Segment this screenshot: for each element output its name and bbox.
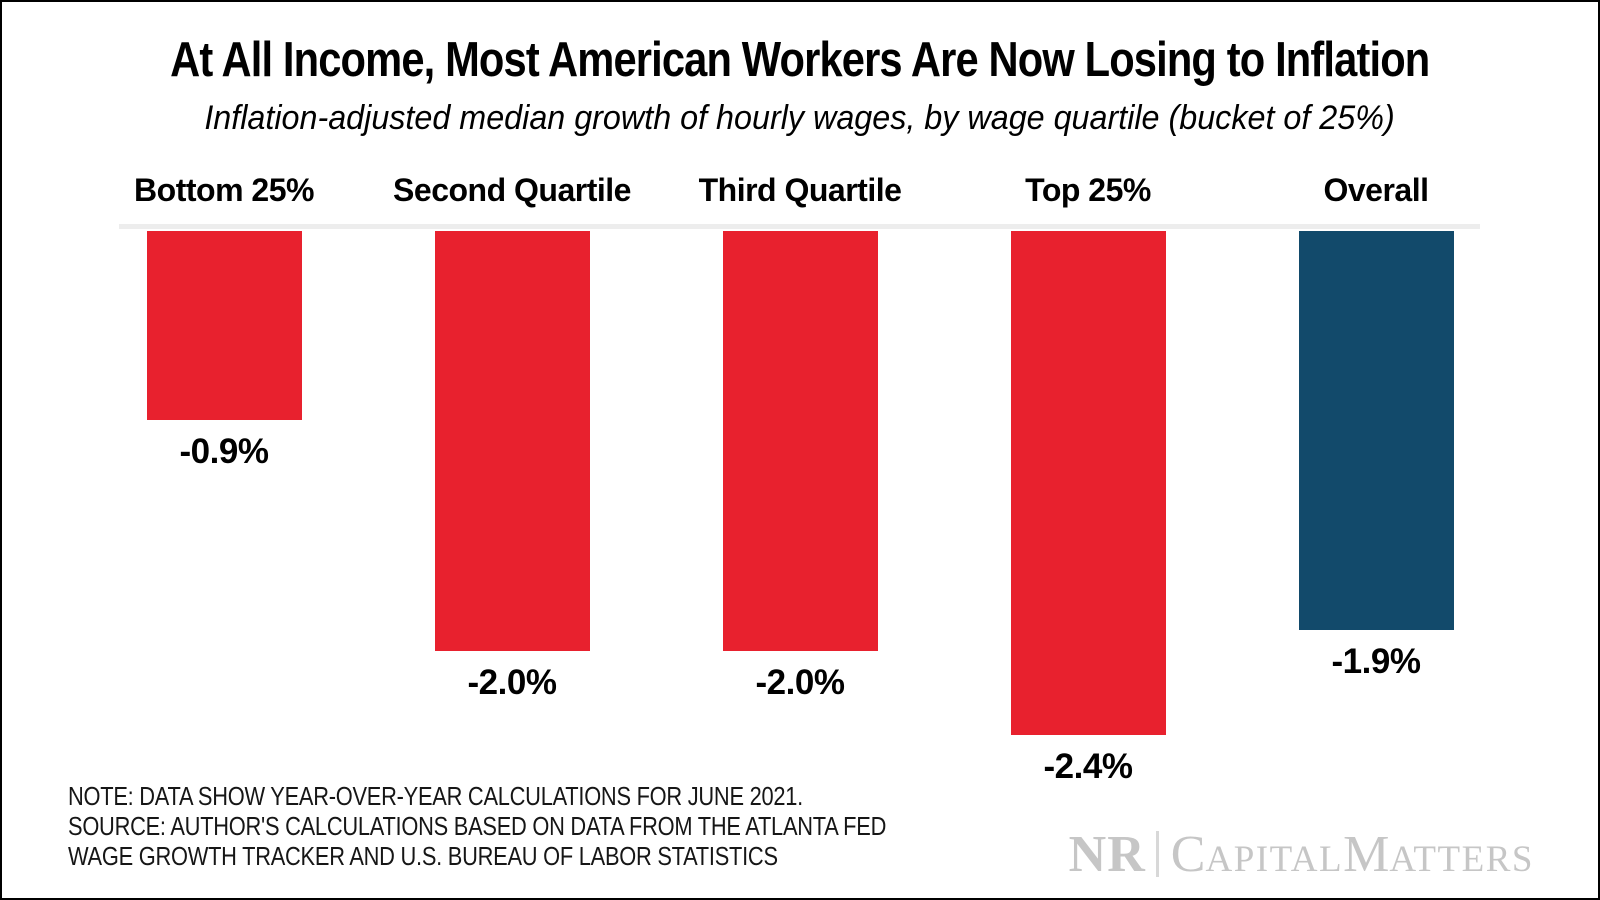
bar-group-third-quartile: -2.0% [656,231,944,787]
category-label-overall: Overall [1323,172,1429,208]
bar-group-second-quartile: -2.0% [368,231,656,787]
value-label-bottom-25: -0.9% [179,432,269,471]
bar-group-bottom-25: -0.9% [80,231,368,787]
footnote-line-source-2: WAGE GROWTH TRACKER AND U.S. BUREAU OF L… [68,841,778,871]
zero-axis-line [119,224,1480,229]
bar-third-quartile [722,231,878,651]
bar-group-top-25: -2.4% [944,231,1232,787]
bar-overall [1298,231,1454,630]
bar-bottom-25 [146,231,302,420]
footnote-text: NOTE: DATA SHOW YEAR-OVER-YEAR CALCULATI… [68,781,886,871]
value-label-top-25: -2.4% [1043,747,1133,786]
bar-chart: Bottom 25% Second Quartile Third Quartil… [80,160,1520,787]
logo-divider-bar [1155,831,1159,877]
logo-capitalmatters-text: CAPITALMATTERS [1171,829,1534,881]
footnote-line-note: NOTE: DATA SHOW YEAR-OVER-YEAR CALCULATI… [68,781,803,811]
footnote-line-source-1: SOURCE: AUTHOR'S CALCULATIONS BASED ON D… [68,811,887,841]
chart-title-text: At All Income, Most American Workers Are… [170,33,1430,87]
footnote: NOTE: DATA SHOW YEAR-OVER-YEAR CALCULATI… [68,781,1042,871]
logo-matters-rest: ATTERS [1389,839,1534,881]
value-label-second-quartile: -2.0% [467,663,557,702]
bar-top-25 [1010,231,1166,735]
category-label-row: Bottom 25% Second Quartile Third Quartil… [80,172,1520,209]
value-label-third-quartile: -2.0% [755,663,845,702]
logo-matters-initial: M [1343,826,1390,884]
logo-capital-rest: APITAL [1205,839,1344,881]
category-label-bottom-25: Bottom 25% [134,172,314,208]
category-label-second-quartile: Second Quartile [393,172,631,208]
category-label-third-quartile: Third Quartile [698,172,902,208]
logo-capital-initial: C [1170,826,1206,884]
category-label-top-25: Top 25% [1025,172,1151,208]
nr-capital-matters-logo: NR CAPITALMATTERS [1068,826,1534,884]
logo-nr-text: NR [1068,826,1146,884]
bars-row: -0.9% -2.0% -2.0% -2.4% -1.9% [80,231,1520,787]
chart-title: At All Income, Most American Workers Are… [0,32,1600,88]
bar-second-quartile [434,231,590,651]
value-label-overall: -1.9% [1331,642,1421,681]
chart-subtitle-text: Inflation-adjusted median growth of hour… [204,99,1396,137]
chart-subtitle: Inflation-adjusted median growth of hour… [0,99,1600,138]
bar-group-overall: -1.9% [1232,231,1520,787]
